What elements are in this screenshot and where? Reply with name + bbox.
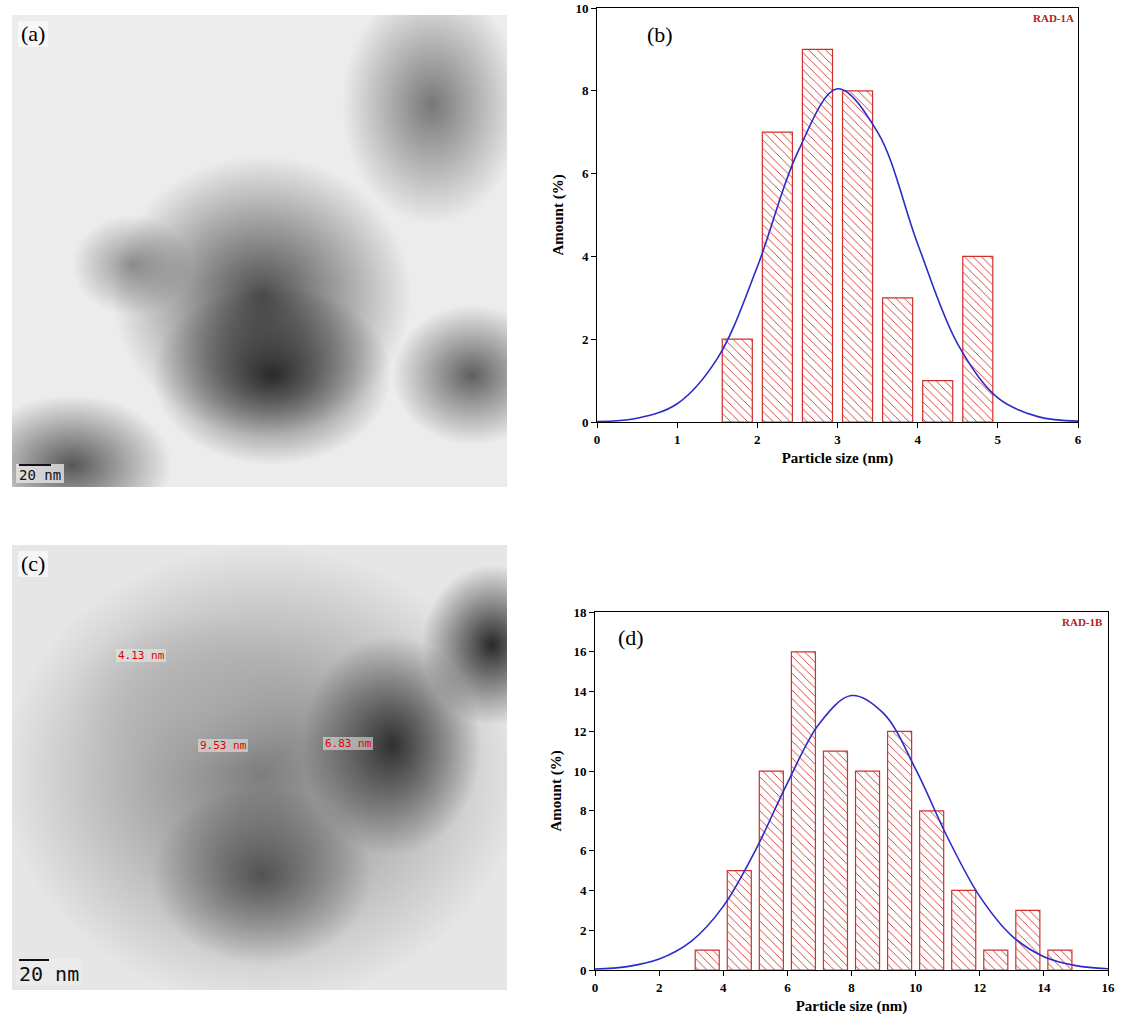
html-text:20 nm: 20 nm: [19, 962, 80, 986]
html-text:(a): (a): [21, 21, 46, 46]
svg-text:2: 2: [656, 980, 663, 995]
svg-text:16: 16: [1102, 980, 1116, 995]
svg-text:10: 10: [575, 1, 588, 16]
html-text:9.53 nm: 9.53 nm: [200, 739, 247, 752]
svg-text:8: 8: [580, 803, 587, 818]
svg-text:8: 8: [582, 83, 589, 98]
svg-text:6: 6: [580, 843, 587, 858]
svg-text:0: 0: [594, 432, 601, 447]
svg-text:RAD-1B: RAD-1B: [1062, 616, 1103, 628]
svg-text:4: 4: [580, 883, 587, 898]
html-text:6.83 nm: 6.83 nm: [325, 737, 372, 750]
svg-text:(b): (b): [647, 22, 673, 47]
svg-text:4: 4: [914, 432, 921, 447]
html-text:(c): (c): [21, 551, 46, 576]
svg-text:1: 1: [674, 432, 681, 447]
svg-text:(d): (d): [618, 625, 644, 650]
svg-text:4: 4: [582, 249, 589, 264]
svg-text:3: 3: [834, 432, 841, 447]
svg-text:16: 16: [573, 644, 587, 659]
svg-text:5: 5: [995, 432, 1002, 447]
svg-text:12: 12: [973, 980, 986, 995]
svg-text:0: 0: [582, 415, 589, 430]
html-text:20 nm: 20 nm: [19, 467, 62, 483]
svg-text:4: 4: [720, 980, 727, 995]
svg-text:10: 10: [909, 980, 922, 995]
svg-text:Amount (%): Amount (%): [550, 174, 567, 255]
svg-text:2: 2: [580, 923, 587, 938]
svg-text:0: 0: [592, 980, 599, 995]
svg-text:RAD-1A: RAD-1A: [1033, 12, 1074, 24]
svg-text:Particle size (nm): Particle size (nm): [782, 450, 894, 467]
svg-text:12: 12: [573, 724, 586, 739]
svg-text:Particle size (nm): Particle size (nm): [796, 998, 908, 1015]
svg-text:8: 8: [848, 980, 855, 995]
svg-text:14: 14: [573, 684, 587, 699]
svg-text:2: 2: [582, 332, 589, 347]
html-text:4.13 nm: 4.13 nm: [118, 649, 165, 662]
svg-text:Amount (%): Amount (%): [548, 750, 565, 831]
svg-text:6: 6: [784, 980, 791, 995]
svg-text:2: 2: [754, 432, 761, 447]
svg-text:10: 10: [573, 764, 586, 779]
svg-text:6: 6: [1075, 432, 1082, 447]
svg-text:18: 18: [573, 605, 587, 620]
svg-text:0: 0: [580, 963, 587, 978]
svg-text:6: 6: [582, 166, 589, 181]
svg-text:14: 14: [1037, 980, 1051, 995]
